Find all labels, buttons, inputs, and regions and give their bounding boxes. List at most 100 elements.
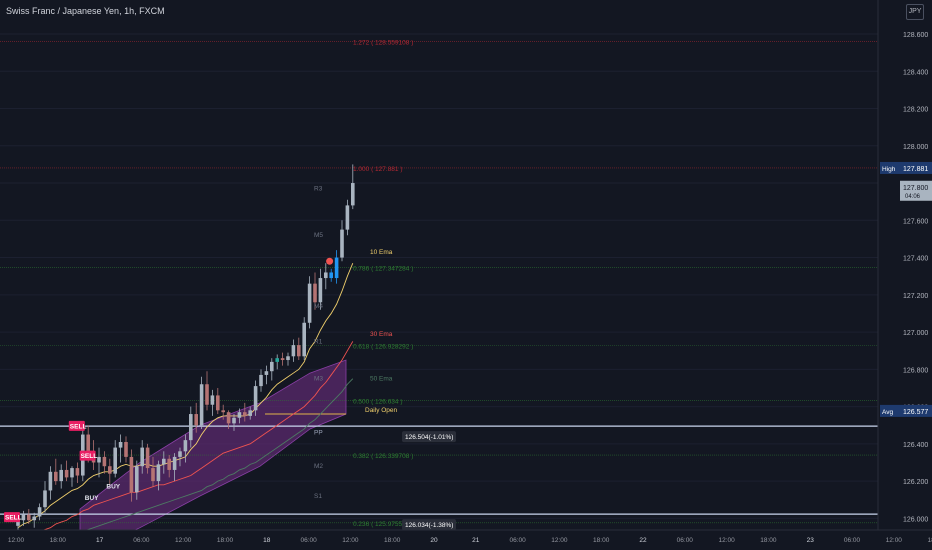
y-tick-label: 127.200 bbox=[903, 293, 928, 300]
candle bbox=[270, 358, 274, 381]
currency-button[interactable]: JPY bbox=[906, 4, 924, 20]
candle-body bbox=[248, 410, 252, 416]
candle bbox=[135, 460, 139, 500]
x-tick-label: 06:00 bbox=[300, 537, 317, 544]
x-tick-label: 23 bbox=[807, 537, 815, 544]
x-tick-label: 06:00 bbox=[509, 537, 526, 544]
fib-level-label: 0.786 ( 127.347284 ) bbox=[353, 265, 413, 272]
candle bbox=[54, 458, 58, 485]
x-tick-label: 12:00 bbox=[175, 537, 192, 544]
candle-body bbox=[129, 456, 134, 493]
candle bbox=[27, 509, 31, 524]
candle-body bbox=[59, 469, 63, 482]
candle-body bbox=[286, 356, 290, 361]
y-tick-label: 127.400 bbox=[903, 256, 928, 263]
candle bbox=[178, 447, 182, 467]
x-tick-label: 06:00 bbox=[133, 537, 150, 544]
candle bbox=[329, 268, 333, 282]
candle-body bbox=[259, 374, 263, 387]
price-label-value: 126.577 bbox=[903, 409, 928, 416]
fib-level-label: 0.382 ( 126.339708 ) bbox=[353, 453, 413, 460]
x-tick-label: 20 bbox=[430, 537, 438, 544]
last-price-bg bbox=[900, 180, 932, 201]
y-tick-label: 127.600 bbox=[903, 218, 928, 225]
sell-signal-bg bbox=[79, 450, 96, 461]
candle-body bbox=[307, 283, 312, 323]
candle-body bbox=[210, 395, 215, 405]
candle-body bbox=[43, 490, 47, 508]
x-tick-label: 17 bbox=[96, 537, 104, 544]
chart-title: Swiss Franc / Japanese Yen, 1h, FXCM bbox=[6, 6, 165, 16]
price-label: High 127.881 bbox=[880, 161, 932, 174]
candle-body bbox=[113, 447, 117, 474]
candle-body bbox=[21, 514, 26, 521]
x-tick-label: 06:00 bbox=[677, 537, 694, 544]
candle-body bbox=[32, 516, 36, 521]
candle bbox=[97, 447, 101, 478]
candle bbox=[194, 402, 198, 433]
candle-body bbox=[313, 283, 317, 303]
y-axis-panel[interactable] bbox=[878, 0, 932, 550]
candle-body bbox=[54, 471, 58, 482]
measure-label: 126.504(-1.01%) bbox=[402, 431, 456, 443]
fib-level-label: 1.000 ( 127.881 ) bbox=[353, 166, 403, 173]
candle-body bbox=[334, 257, 339, 279]
candle bbox=[70, 466, 74, 487]
candle-body bbox=[324, 272, 328, 279]
candle-body bbox=[167, 458, 171, 470]
candle-body bbox=[232, 417, 236, 424]
candle-body bbox=[243, 412, 247, 416]
sell-signal-bg bbox=[68, 420, 85, 431]
candle bbox=[351, 164, 355, 210]
y-tick-label: 126.800 bbox=[903, 367, 928, 374]
x-tick-label: 18:00 bbox=[760, 537, 777, 544]
candle bbox=[167, 455, 171, 478]
ema-label: 10 Ema bbox=[370, 249, 393, 256]
measure-label: 126.034(-1.38%) bbox=[402, 519, 456, 531]
last-price-value: 127.800 bbox=[903, 185, 928, 192]
ema-label: 30 Ema bbox=[370, 331, 393, 338]
candle bbox=[297, 337, 301, 361]
candle-body bbox=[162, 458, 166, 465]
candle-body bbox=[124, 441, 128, 457]
x-tick-label: 12:00 bbox=[8, 537, 25, 544]
candle-body bbox=[302, 322, 306, 357]
candle bbox=[43, 481, 47, 513]
candle bbox=[286, 352, 290, 366]
candle-body bbox=[75, 468, 80, 476]
fib-level-label: 1.272 ( 128.559108 ) bbox=[353, 39, 413, 46]
sell-signal-text: SELL bbox=[5, 515, 22, 522]
candle bbox=[232, 414, 236, 431]
x-tick-label: 18:00 bbox=[217, 537, 234, 544]
y-tick-label: 128.400 bbox=[903, 69, 928, 76]
candle-body bbox=[291, 345, 296, 357]
candle-body bbox=[118, 441, 123, 448]
candle bbox=[37, 503, 42, 521]
candle-body bbox=[108, 466, 112, 474]
buy-signal-text: BUY bbox=[106, 484, 120, 491]
candle bbox=[253, 380, 258, 416]
pivot-label: S1 bbox=[314, 493, 322, 500]
x-axis-panel[interactable] bbox=[0, 530, 932, 550]
candle bbox=[243, 402, 247, 422]
candle bbox=[259, 369, 263, 392]
sell-signal: SELL bbox=[68, 420, 86, 431]
sell-signal-text: SELL bbox=[81, 453, 98, 460]
candle bbox=[113, 440, 117, 478]
candle bbox=[21, 510, 26, 526]
candle bbox=[345, 199, 350, 236]
candle bbox=[307, 276, 312, 329]
candle bbox=[248, 406, 252, 420]
ema-label: 50 Ema bbox=[370, 376, 393, 383]
buy-signal: BUY bbox=[85, 495, 99, 502]
ema-line bbox=[17, 341, 354, 538]
candle-body bbox=[16, 520, 20, 526]
y-tick-label: 126.400 bbox=[903, 442, 928, 449]
candle-body bbox=[48, 471, 53, 491]
sell-signal: SELL bbox=[4, 512, 22, 523]
x-tick-label: 18:00 bbox=[593, 537, 610, 544]
candle bbox=[226, 410, 231, 429]
candle-body bbox=[318, 278, 323, 303]
